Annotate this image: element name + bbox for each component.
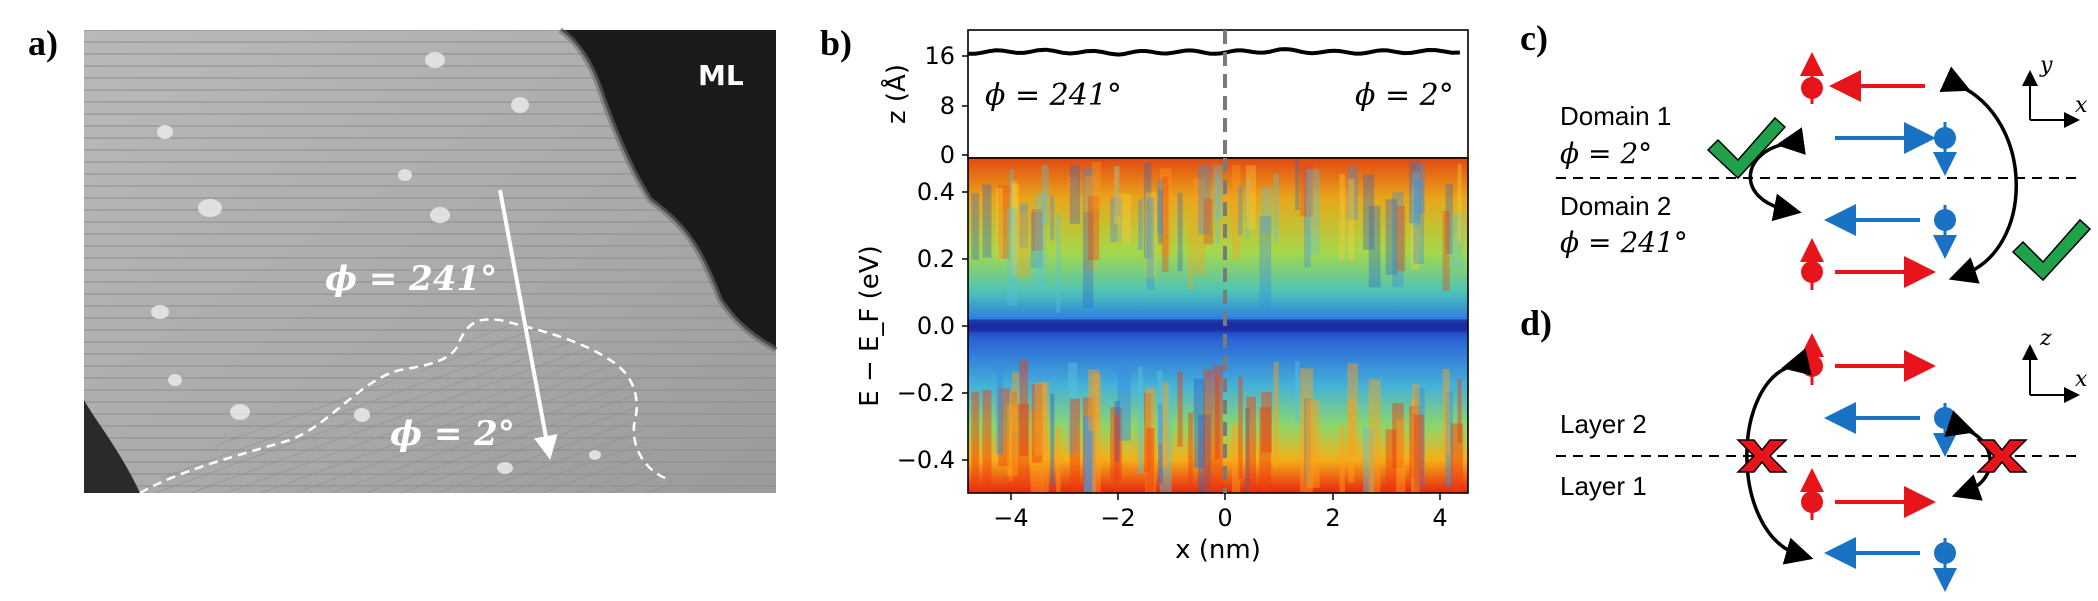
curved-arrow-interlayer (1745, 348, 1814, 565)
profile-left-label: ϕ = 241° (985, 78, 1122, 113)
cross-icon (1976, 439, 2028, 473)
spin-up-red (1800, 52, 1824, 104)
profile-ytick: 8 (940, 92, 955, 120)
heatmap-xtick: 2 (1325, 504, 1340, 532)
heatmap-ytick: −0.2 (897, 379, 955, 407)
spin-up-red (1800, 238, 1824, 290)
heatmap-ytick: 0.2 (917, 245, 955, 273)
axis-label-y: y (2039, 53, 2053, 78)
heatmap-xtick: 4 (1432, 504, 1447, 532)
angle-2-label: ϕ = 2° (390, 414, 515, 454)
heatmap-ytick: −0.4 (897, 446, 955, 474)
heatmap-xtick: −2 (1100, 504, 1135, 532)
axis-label-x: x (2075, 93, 2088, 118)
check-icon (2011, 218, 2092, 282)
domain1-label: Domain 1 (1560, 101, 1671, 131)
heatmap-ylabel: E − E_F (eV) (855, 245, 885, 406)
heatmap-x-ticks: −4 −2 0 2 4 (993, 493, 1448, 532)
profile-y-ticks: 16 8 0 (924, 42, 968, 169)
panel-a-letter: a) (28, 23, 58, 63)
stm-image (84, 27, 778, 495)
profile-ylabel: z (Å) (880, 64, 912, 124)
domain2-label: Domain 2 (1560, 191, 1671, 221)
heatmap-y-ticks: 0.4 0.2 0.0 −0.2 −0.4 (897, 178, 968, 474)
heatmap-ytick: 0.0 (917, 312, 955, 340)
spin-up-red (1800, 333, 1824, 385)
spin-down-blue (1933, 538, 1957, 592)
heatmap-ytick: 0.4 (917, 178, 955, 206)
layer2-label: Layer 2 (1560, 409, 1647, 439)
spin-down-blue (1933, 122, 1957, 176)
panel-c-letter: c) (1520, 18, 1548, 58)
axes-glyph-yx (2022, 70, 2080, 128)
axis-label-z: z (2039, 326, 2052, 351)
heatmap-xtick: 0 (1217, 504, 1232, 532)
axes-glyph-zx (2022, 344, 2080, 403)
ldos-heatmap (968, 158, 1468, 493)
heatmap-xtick: −4 (993, 504, 1028, 532)
curved-arrow-interlayer-short (1944, 410, 1992, 501)
spin-up-red (1800, 468, 1824, 520)
curved-arrow-short (1748, 127, 1806, 222)
layer1-label: Layer 1 (1560, 471, 1647, 501)
panel-b-letter: b) (820, 23, 852, 63)
heatmap-xlabel: x (nm) (1175, 535, 1261, 565)
domain1-angle: ϕ = 2° (1560, 137, 1652, 170)
cross-icon (1736, 439, 1788, 473)
ml-label: ML (698, 59, 744, 92)
spin-down-blue (1933, 205, 1957, 259)
panel-d-letter: d) (1520, 303, 1552, 343)
profile-ytick: 0 (940, 141, 955, 169)
check-icon (1706, 116, 1787, 180)
curved-arrow-long (1939, 66, 2018, 284)
profile-ytick: 16 (924, 42, 955, 70)
profile-right-label: ϕ = 2° (1355, 78, 1454, 113)
domain2-angle: ϕ = 241° (1560, 226, 1688, 259)
spin-down-blue (1933, 403, 1957, 457)
angle-241-label: ϕ = 241° (325, 259, 497, 299)
axis-label-x2: x (2075, 367, 2088, 392)
